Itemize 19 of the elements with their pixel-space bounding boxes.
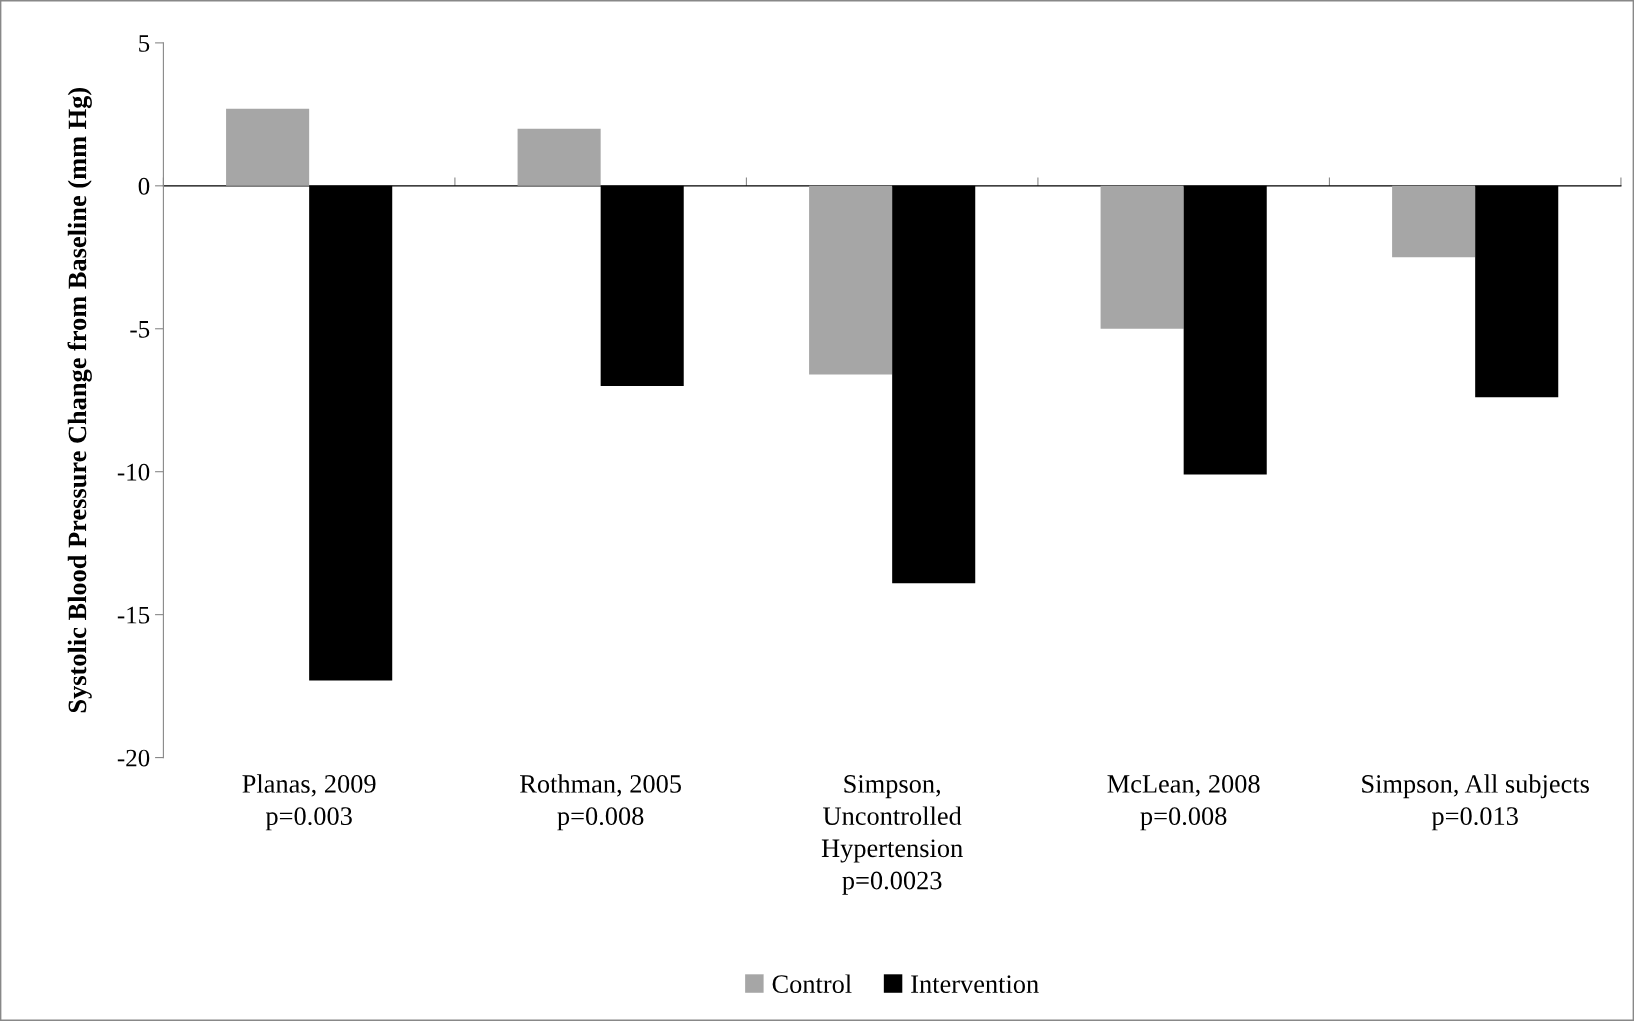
y-axis-title: Systolic Blood Pressure Change from Baseline (mm Hg) <box>67 88 92 713</box>
x-tick-label: Simpson, Uncontrolled Hypertension p=0.0023 <box>821 775 963 895</box>
bar <box>517 128 601 186</box>
bar <box>226 108 310 186</box>
x-tick-label: Rothman, 2005 p=0.008 <box>520 774 681 831</box>
legend-label: Intervention <box>911 975 1039 994</box>
y-tick-label: -5 <box>130 321 150 338</box>
bar <box>809 185 893 375</box>
x-tick-label: McLean, 2008 p=0.008 <box>1107 775 1260 831</box>
bar <box>1392 185 1476 258</box>
x-tick-label: Simpson, All subjects p=0.013 <box>1362 774 1589 831</box>
legend-label: Control <box>772 974 852 994</box>
bar <box>1100 185 1184 329</box>
y-tick-label: 5 <box>139 35 150 52</box>
y-tick-label: -20 <box>117 749 150 767</box>
y-tick-label: 0 <box>138 177 150 195</box>
y-tick-label: -10 <box>117 463 150 481</box>
x-tick-label: Planas, 2009 p=0.003 <box>242 774 376 831</box>
y-tick-label: -15 <box>117 606 150 624</box>
